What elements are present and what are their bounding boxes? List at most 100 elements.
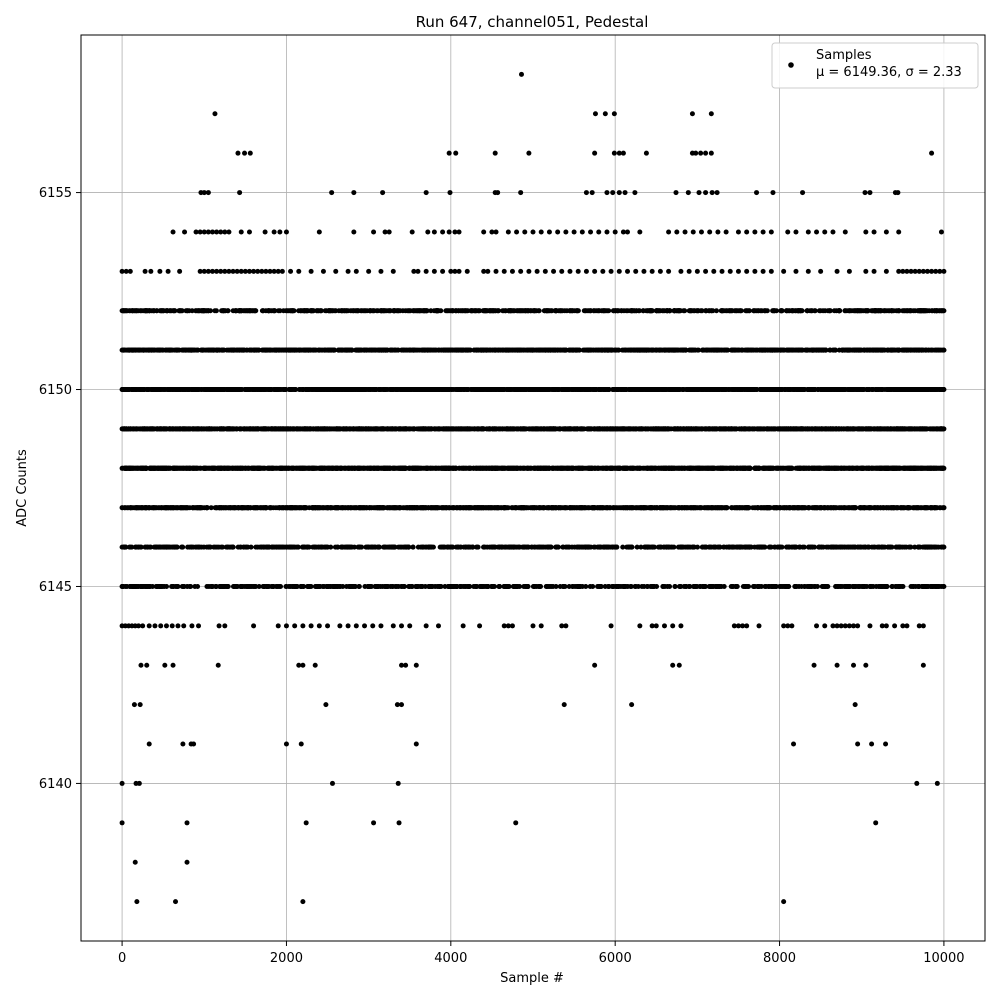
data-point xyxy=(361,387,367,393)
data-point xyxy=(732,387,738,393)
data-point xyxy=(130,387,136,393)
data-point xyxy=(226,387,232,393)
data-point xyxy=(186,308,192,314)
data-point xyxy=(653,347,659,353)
data-point xyxy=(937,308,943,314)
data-point xyxy=(374,308,380,314)
data-point xyxy=(342,308,348,314)
data-point xyxy=(132,308,138,314)
data-point xyxy=(878,387,884,393)
data-point xyxy=(507,308,513,314)
data-point xyxy=(200,347,205,353)
data-point xyxy=(910,308,916,314)
data-point xyxy=(831,387,837,393)
data-point xyxy=(378,308,384,314)
data-point xyxy=(779,387,785,393)
data-point xyxy=(224,347,230,353)
data-point xyxy=(394,387,400,393)
data-point xyxy=(601,387,607,393)
data-point xyxy=(475,347,481,353)
data-point xyxy=(820,308,826,314)
data-point xyxy=(759,308,765,314)
data-point xyxy=(770,387,776,393)
data-point xyxy=(900,347,906,353)
data-point xyxy=(752,308,758,314)
data-point xyxy=(247,308,253,314)
data-point xyxy=(507,387,513,393)
data-point xyxy=(516,308,522,314)
data-point xyxy=(488,308,494,314)
data-point xyxy=(392,347,398,353)
data-point xyxy=(290,308,296,314)
data-point xyxy=(263,347,269,353)
data-point xyxy=(856,347,862,353)
data-points xyxy=(119,71,947,905)
data-point xyxy=(643,387,649,393)
data-point xyxy=(379,347,385,353)
data-point xyxy=(167,347,173,353)
data-point xyxy=(694,308,700,314)
data-point xyxy=(522,387,528,393)
data-point xyxy=(546,308,552,314)
data-point xyxy=(907,347,913,353)
data-point xyxy=(220,347,226,353)
data-point xyxy=(457,347,463,353)
data-point xyxy=(159,308,165,314)
data-point xyxy=(631,387,637,393)
data-point xyxy=(136,308,142,314)
data-point xyxy=(926,347,932,353)
data-point xyxy=(856,387,862,393)
data-point xyxy=(215,387,221,393)
data-point xyxy=(916,308,922,314)
data-point xyxy=(785,347,791,353)
data-point xyxy=(427,387,433,393)
data-point xyxy=(539,347,545,353)
data-point xyxy=(326,308,332,314)
data-point xyxy=(606,387,612,393)
data-point xyxy=(620,387,626,393)
data-point xyxy=(380,387,386,393)
data-point xyxy=(587,347,593,353)
data-point xyxy=(283,347,289,353)
data-point xyxy=(414,308,420,314)
data-point xyxy=(388,387,394,393)
data-point xyxy=(747,387,753,393)
data-point xyxy=(558,387,564,393)
data-point xyxy=(300,308,306,314)
data-point xyxy=(746,308,752,314)
data-point xyxy=(119,347,125,353)
data-point xyxy=(353,308,359,314)
data-point xyxy=(418,387,424,393)
data-point xyxy=(695,347,701,353)
data-point xyxy=(869,347,875,353)
data-point xyxy=(621,308,627,314)
data-point xyxy=(439,387,445,393)
data-point xyxy=(568,347,574,353)
data-point xyxy=(681,347,687,353)
data-point xyxy=(150,308,156,314)
data-point xyxy=(372,387,378,393)
data-point xyxy=(513,387,519,393)
data-point xyxy=(774,387,780,393)
data-point xyxy=(879,347,885,353)
data-point xyxy=(737,387,743,393)
data-point xyxy=(591,387,597,393)
data-point xyxy=(239,347,245,353)
data-point xyxy=(154,308,160,314)
data-point xyxy=(896,347,902,353)
data-point xyxy=(494,347,500,353)
data-point xyxy=(149,387,155,393)
data-point xyxy=(504,347,510,353)
data-point xyxy=(638,387,644,393)
data-point xyxy=(616,387,622,393)
data-point xyxy=(205,308,211,314)
data-point xyxy=(538,387,544,393)
data-point xyxy=(662,387,668,393)
data-point xyxy=(557,308,563,314)
data-point xyxy=(447,347,453,353)
data-point xyxy=(484,308,490,314)
data-point xyxy=(818,387,824,393)
data-point xyxy=(577,387,583,393)
data-point xyxy=(922,387,928,393)
